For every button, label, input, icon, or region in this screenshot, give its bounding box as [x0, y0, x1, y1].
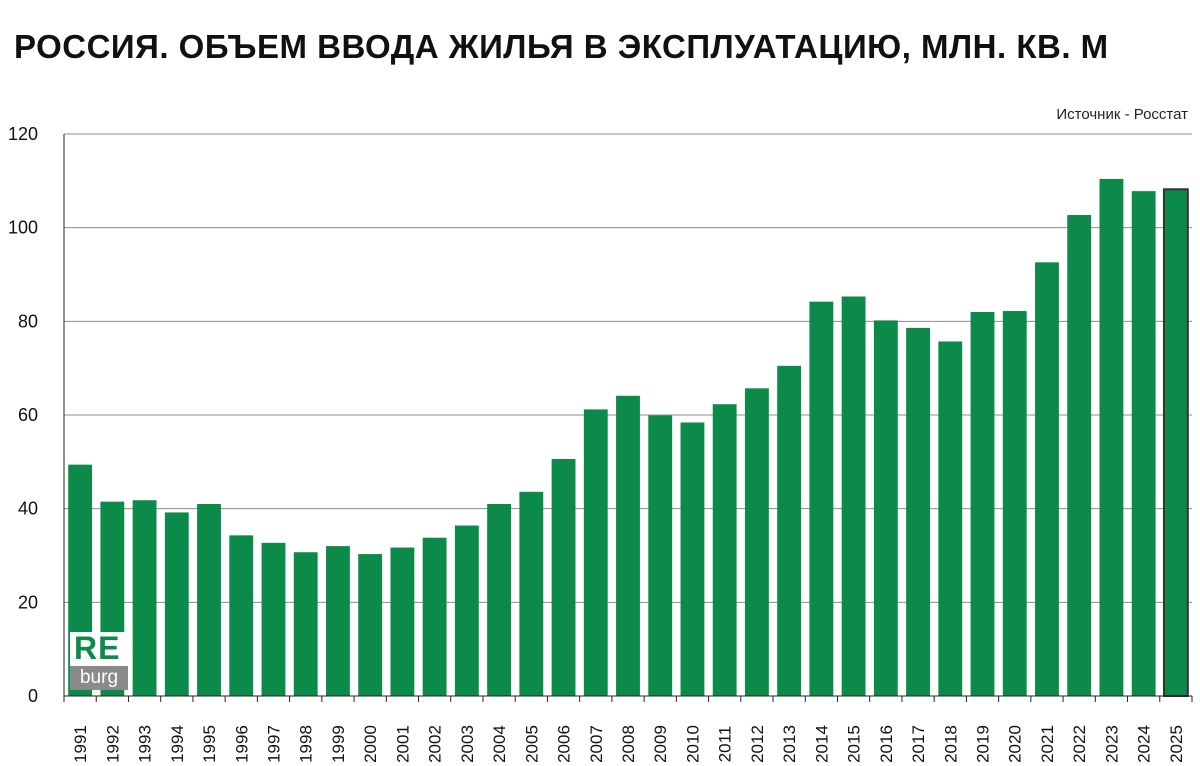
- bar-2009: [648, 415, 673, 696]
- bar-2015: [841, 296, 866, 696]
- bar-2010: [680, 422, 705, 696]
- bar-2001: [390, 547, 415, 696]
- x-tick-label: 2022: [1070, 725, 1089, 763]
- x-tick-label: 1992: [103, 725, 122, 763]
- x-tick-label: 2010: [683, 725, 702, 763]
- x-tick-label: 2005: [522, 725, 541, 763]
- bar-1999: [326, 546, 350, 696]
- bar-2007: [583, 409, 608, 696]
- x-tick-label: 2018: [941, 725, 960, 763]
- bar-2002: [422, 537, 447, 696]
- x-tick-label: 2014: [812, 725, 831, 763]
- bar-2003: [454, 525, 479, 696]
- logo-re-text: RE: [74, 630, 121, 666]
- bar-1998: [293, 552, 318, 696]
- x-tick-label: 2016: [877, 725, 896, 763]
- x-tick-label: 2019: [974, 725, 993, 763]
- x-tick-label: 2025: [1167, 725, 1186, 763]
- x-tick-label: 2011: [716, 726, 735, 763]
- x-tick-label: 1998: [297, 725, 316, 763]
- x-tick-label: 2003: [458, 725, 477, 763]
- x-tick-label: 2015: [845, 725, 864, 763]
- x-tick-label: 2021: [1038, 725, 1057, 763]
- reburg-logo: RE burg: [70, 630, 128, 690]
- bar-1994: [164, 512, 189, 696]
- x-tick-label: 2012: [748, 725, 767, 763]
- bar-2025: [1162, 188, 1189, 697]
- bar-1997: [261, 542, 286, 696]
- bar-1996: [229, 535, 254, 696]
- bar-1993: [132, 500, 157, 696]
- x-tick-label: 2006: [555, 725, 574, 763]
- bar-2016: [873, 320, 898, 696]
- bar-2023: [1099, 178, 1124, 696]
- x-tick-label: 1993: [136, 725, 155, 763]
- bar-2011: [712, 404, 737, 696]
- bar-2013: [777, 365, 802, 696]
- bar-2014: [809, 301, 834, 696]
- x-tick-label: 2017: [909, 725, 928, 763]
- x-tick-label: 2008: [619, 725, 638, 763]
- x-tick-label: 2023: [1102, 725, 1121, 763]
- bar-2020: [1002, 311, 1027, 696]
- x-tick-label: 2007: [587, 725, 606, 763]
- x-tick-label: 2002: [426, 725, 445, 763]
- x-tick-label: 1994: [168, 725, 187, 763]
- y-tick-label: 0: [28, 686, 38, 706]
- y-tick-label: 20: [18, 592, 38, 612]
- bar-2019: [970, 311, 995, 696]
- bar-2017: [906, 327, 930, 696]
- source-note: Источник - Росстат: [1056, 106, 1188, 123]
- x-tick-label: 2013: [780, 725, 799, 763]
- x-tick-label: 2004: [490, 725, 509, 763]
- x-tick-label: 1991: [71, 725, 90, 763]
- bar-2024: [1131, 191, 1156, 697]
- bar-2012: [744, 388, 769, 696]
- bar-2006: [551, 459, 576, 696]
- x-tick-label: 1997: [264, 725, 283, 763]
- x-tick-label: 2009: [651, 725, 670, 763]
- x-tick-label: 2001: [393, 725, 412, 763]
- bar-2008: [616, 395, 640, 696]
- y-tick-label: 40: [18, 499, 38, 519]
- x-tick-label: 1999: [329, 725, 348, 763]
- bar-2022: [1067, 215, 1092, 696]
- bar-1995: [197, 503, 221, 696]
- x-tick-label: 1995: [200, 725, 219, 763]
- chart-title: РОССИЯ. ОБЪЕМ ВВОДА ЖИЛЬЯ В ЭКСПЛУАТАЦИЮ…: [14, 28, 1109, 65]
- logo-burg-text: burg: [70, 666, 128, 690]
- y-tick-label: 120: [8, 124, 38, 144]
- bar-2021: [1035, 262, 1059, 696]
- y-tick-label: 60: [18, 405, 38, 425]
- y-tick-label: 80: [18, 311, 38, 331]
- bar-2004: [487, 503, 512, 696]
- x-tick-label: 2024: [1135, 725, 1154, 763]
- x-tick-label: 2020: [1006, 725, 1025, 763]
- x-tick-label: 2000: [361, 725, 380, 763]
- bar-2005: [519, 491, 544, 696]
- x-tick-label: 1996: [232, 725, 251, 763]
- bar-2018: [938, 341, 963, 696]
- bar-2000: [358, 554, 383, 696]
- y-tick-label: 100: [8, 218, 38, 238]
